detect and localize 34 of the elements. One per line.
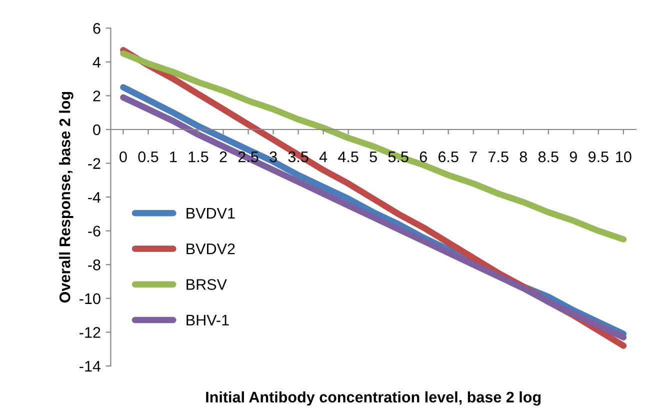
x-tick-label: 1.5 <box>188 152 208 162</box>
x-tick-label: 10 <box>616 151 632 162</box>
y-tick-label: -6 <box>88 226 100 237</box>
x-tick-label: 4 <box>319 152 328 162</box>
y-tick-label: -12 <box>80 327 100 338</box>
y-tick-label: 6 <box>93 23 100 34</box>
y-tick-label: -4 <box>88 192 101 203</box>
legend-label: BVDV2 <box>186 243 235 254</box>
x-tick-label: 8 <box>520 151 527 162</box>
y-tick-label: -10 <box>80 293 100 304</box>
x-tick-label: 6 <box>420 151 427 162</box>
y-tick-label: -2 <box>88 158 100 169</box>
y-axis-title: Overall Response, base 2 log <box>59 92 74 303</box>
x-axis-title: Initial Antibody concentration level, base 2 log <box>206 391 541 406</box>
x-tick-label: 9.5 <box>588 151 608 162</box>
x-tick-label: 0.5 <box>138 151 158 162</box>
legend-label: BVDV1 <box>186 208 235 219</box>
x-tick-label: 9 <box>570 151 577 162</box>
x-tick-label: 1 <box>170 152 177 162</box>
x-tick-label: 5 <box>370 152 377 162</box>
y-tick-label: 4 <box>92 56 101 68</box>
y-tick-label: 2 <box>93 90 100 102</box>
x-tick-label: 2 <box>220 151 227 162</box>
x-tick-label: 8.5 <box>538 151 558 162</box>
legend-label: BHV-1 <box>186 314 229 326</box>
y-tick-label: 0 <box>93 124 100 136</box>
x-tick-label: 7.5 <box>488 152 508 162</box>
legend-label: BRSV <box>186 279 227 290</box>
x-tick-label: 0 <box>120 151 127 162</box>
y-tick-label: -14 <box>80 361 101 372</box>
y-tick-label: -8 <box>88 259 100 270</box>
x-tick-label: 4.5 <box>338 152 358 162</box>
x-tick-label: 6.5 <box>438 151 458 162</box>
x-tick-label: 7 <box>470 152 477 162</box>
